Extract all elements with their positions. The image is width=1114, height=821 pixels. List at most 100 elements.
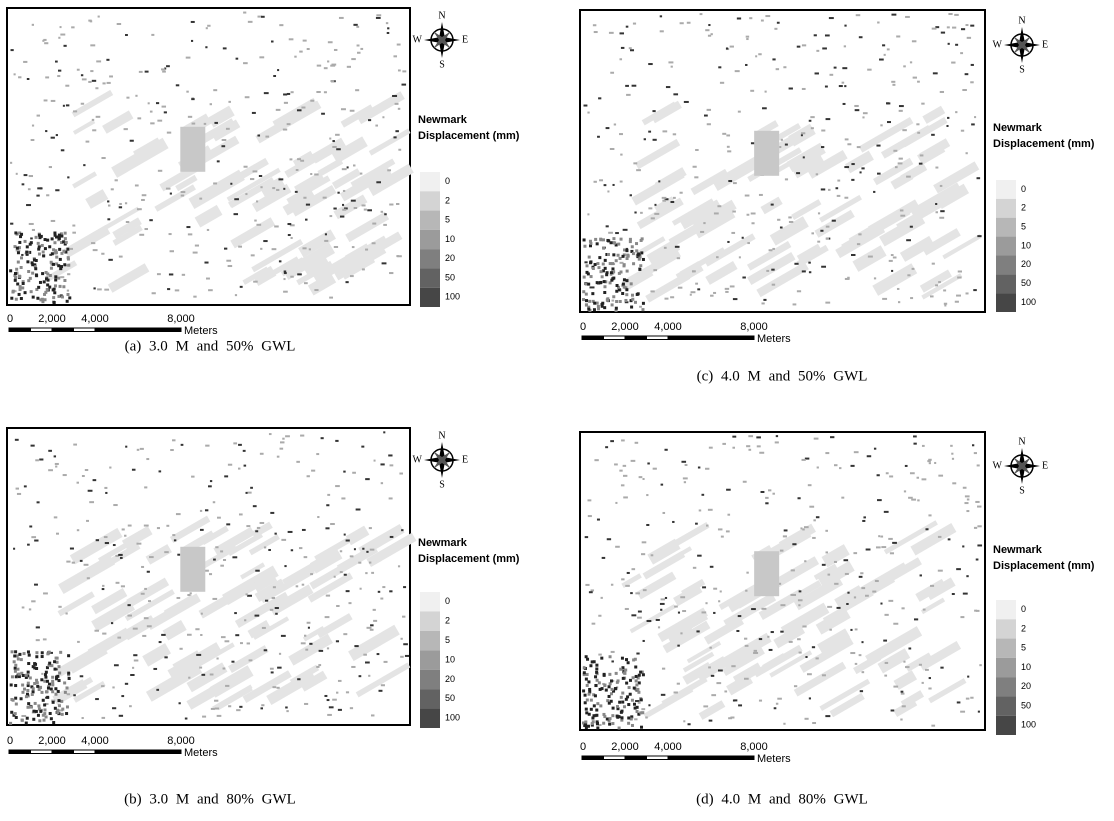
map-texture (213, 89, 218, 92)
map-texture (233, 213, 239, 216)
map-texture (215, 546, 219, 549)
map-texture (326, 647, 330, 650)
map-texture (639, 238, 643, 242)
map-texture (856, 146, 861, 149)
map-texture (817, 212, 821, 215)
map-texture (228, 100, 231, 103)
map-texture (611, 660, 614, 663)
scale-label: 4,000 (654, 741, 682, 753)
map-texture (591, 292, 595, 296)
map-texture (893, 685, 899, 688)
map-texture (780, 630, 784, 633)
map-texture (332, 145, 337, 148)
caption: (b) 3.0 M and 80% GWL (124, 791, 296, 807)
map-texture (221, 139, 227, 142)
map-texture (713, 611, 716, 614)
map-texture (606, 297, 610, 301)
map-texture (621, 700, 625, 704)
map-texture (52, 296, 56, 300)
map-texture (118, 206, 123, 209)
map-texture (705, 467, 710, 470)
map-texture (330, 80, 335, 83)
map-texture (39, 709, 43, 713)
map-texture (23, 485, 27, 488)
map-texture (951, 61, 956, 64)
map-texture (372, 222, 377, 225)
map-texture (635, 710, 639, 714)
map-texture (280, 634, 286, 637)
map-texture (190, 39, 194, 42)
map-texture (706, 524, 709, 527)
map-texture (784, 178, 789, 181)
map-texture (83, 563, 89, 566)
map-texture (620, 716, 624, 720)
map-texture (671, 198, 715, 226)
scale-label: 8,000 (167, 735, 195, 747)
map-texture (749, 17, 753, 20)
map-texture (69, 527, 123, 565)
map-texture (767, 635, 770, 638)
map-texture (601, 238, 605, 242)
map-texture (679, 191, 683, 194)
map-texture (285, 435, 290, 438)
map-texture (136, 448, 140, 451)
map-texture (46, 278, 50, 282)
map-texture (931, 724, 936, 727)
map-texture (920, 597, 946, 615)
map-texture (808, 271, 812, 274)
map-texture (44, 670, 48, 674)
map-texture (54, 278, 58, 282)
map-texture (220, 636, 226, 639)
map-texture (23, 174, 28, 177)
map-texture (352, 471, 356, 474)
map-texture (746, 445, 751, 448)
map-texture (358, 675, 362, 678)
map-texture (777, 697, 782, 700)
map-texture (45, 277, 49, 281)
map-texture (55, 134, 58, 137)
map-texture (956, 701, 961, 704)
map-texture (625, 25, 629, 28)
map-texture (199, 528, 204, 531)
map-texture (134, 184, 139, 187)
map-texture (73, 680, 106, 703)
map-texture (353, 23, 358, 26)
map-texture (162, 619, 187, 641)
scale-label: 8,000 (167, 313, 195, 325)
map-texture (339, 215, 345, 218)
map-texture (345, 590, 350, 593)
map-texture (661, 667, 666, 670)
map-texture (844, 150, 874, 174)
map-texture (92, 479, 97, 482)
map-texture (879, 58, 884, 61)
map-texture (65, 104, 70, 107)
map-texture (597, 307, 601, 311)
map-texture (622, 285, 626, 289)
map-texture (604, 688, 608, 692)
map-texture (646, 523, 650, 526)
map-texture (638, 267, 642, 271)
map-texture (64, 250, 68, 254)
map-texture (190, 20, 195, 23)
map-texture (746, 571, 749, 574)
legend-swatch (996, 198, 1016, 218)
map-texture (39, 458, 44, 461)
map-texture (719, 81, 725, 84)
map-texture (629, 604, 676, 634)
map-texture (637, 701, 641, 704)
map-texture (815, 173, 819, 176)
map-texture (603, 285, 607, 289)
map-texture (873, 447, 877, 450)
map-texture (13, 278, 17, 282)
legend-swatch (996, 274, 1016, 294)
map-texture (589, 707, 593, 711)
map-texture (803, 526, 809, 529)
map-texture (64, 264, 70, 267)
map-texture (52, 679, 88, 706)
map-texture (217, 516, 221, 519)
compass: NSW E (993, 15, 1049, 75)
map-texture (648, 63, 653, 66)
map-texture (726, 145, 730, 148)
map-texture (583, 701, 587, 705)
map-texture (136, 208, 142, 211)
